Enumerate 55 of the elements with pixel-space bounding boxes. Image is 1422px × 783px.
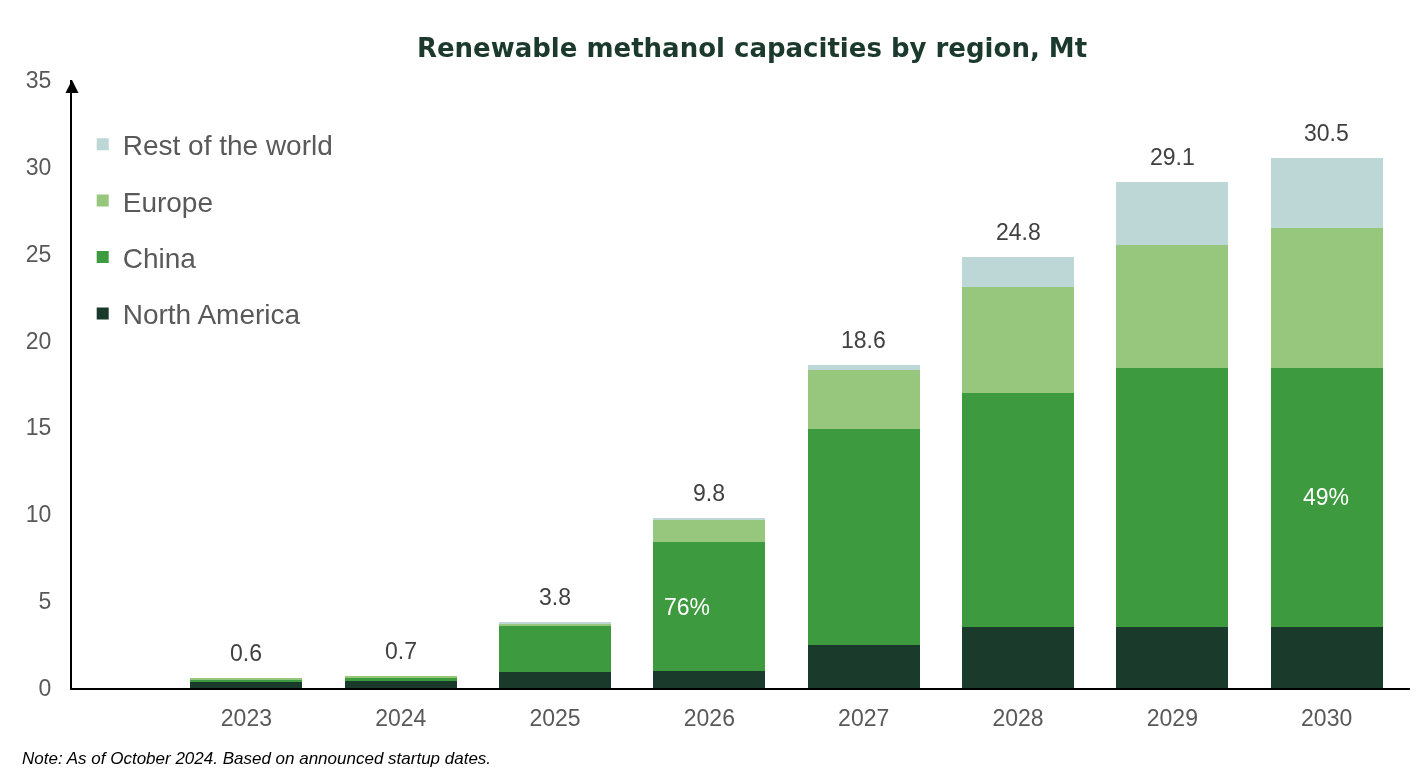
- total-label: 24.8: [996, 219, 1041, 245]
- bar: [653, 519, 766, 543]
- total-label: 30.5: [1304, 120, 1349, 146]
- text: Note: As of October 2024. Based on announced startup dates.: [22, 749, 492, 768]
- legend-label: Rest of the world: [122, 130, 333, 162]
- y-tick-label: 25: [25, 240, 52, 267]
- bar: [344, 675, 457, 678]
- bar: [962, 257, 1074, 287]
- y-tick-label: 5: [38, 588, 52, 615]
- total-label: 9.8: [693, 480, 725, 506]
- x-tick-label: 2023: [220, 704, 272, 731]
- bar: [1116, 368, 1229, 628]
- x-tick-label: 2027: [838, 704, 890, 731]
- bar: [499, 625, 611, 673]
- x-tick-label: 2028: [992, 704, 1044, 731]
- bar: [653, 542, 766, 671]
- bar: [1116, 182, 1229, 246]
- y-tick-label: 10: [25, 501, 52, 528]
- total-label: 29.1: [1150, 144, 1195, 170]
- x-tick-label: 2025: [529, 704, 581, 731]
- bar: [1270, 158, 1383, 228]
- legend-label: Europe: [122, 186, 213, 218]
- bar: [1270, 227, 1383, 369]
- bar: [1270, 368, 1383, 628]
- y-tick-label: 35: [25, 67, 52, 94]
- bar: [1116, 627, 1229, 688]
- y-tick-label: 30: [25, 153, 52, 180]
- y-tick-label: 20: [25, 327, 52, 354]
- total-label: 18.6: [841, 327, 886, 353]
- bar: [807, 364, 920, 371]
- bar: [807, 370, 920, 430]
- bar: [962, 627, 1074, 688]
- bar: [1270, 627, 1383, 688]
- bar: [962, 286, 1074, 393]
- bar: [1116, 245, 1229, 369]
- x-tick-label: 2030: [1301, 704, 1353, 731]
- annotation: 49%: [1303, 484, 1350, 510]
- x-tick-label: 2026: [683, 704, 735, 731]
- legend-label: North America: [122, 299, 301, 331]
- total-label: 0.6: [230, 640, 262, 666]
- bar: [344, 681, 457, 688]
- total-label: 0.7: [385, 638, 417, 664]
- chart-title: Renewable methanol capacities by region, Mt: [416, 33, 1088, 64]
- y-tick-label: 0: [38, 675, 52, 702]
- x-tick-label: 2029: [1146, 704, 1198, 731]
- bar: [807, 429, 920, 645]
- legend-label: China: [122, 242, 197, 274]
- annotation: 76%: [664, 594, 711, 620]
- y-tick-label: 15: [25, 414, 52, 441]
- bar: [653, 670, 766, 688]
- bar: [807, 644, 920, 688]
- total-label: 3.8: [539, 584, 571, 610]
- bar: [499, 672, 611, 688]
- bar: [962, 392, 1074, 628]
- x-tick-label: 2024: [375, 704, 427, 731]
